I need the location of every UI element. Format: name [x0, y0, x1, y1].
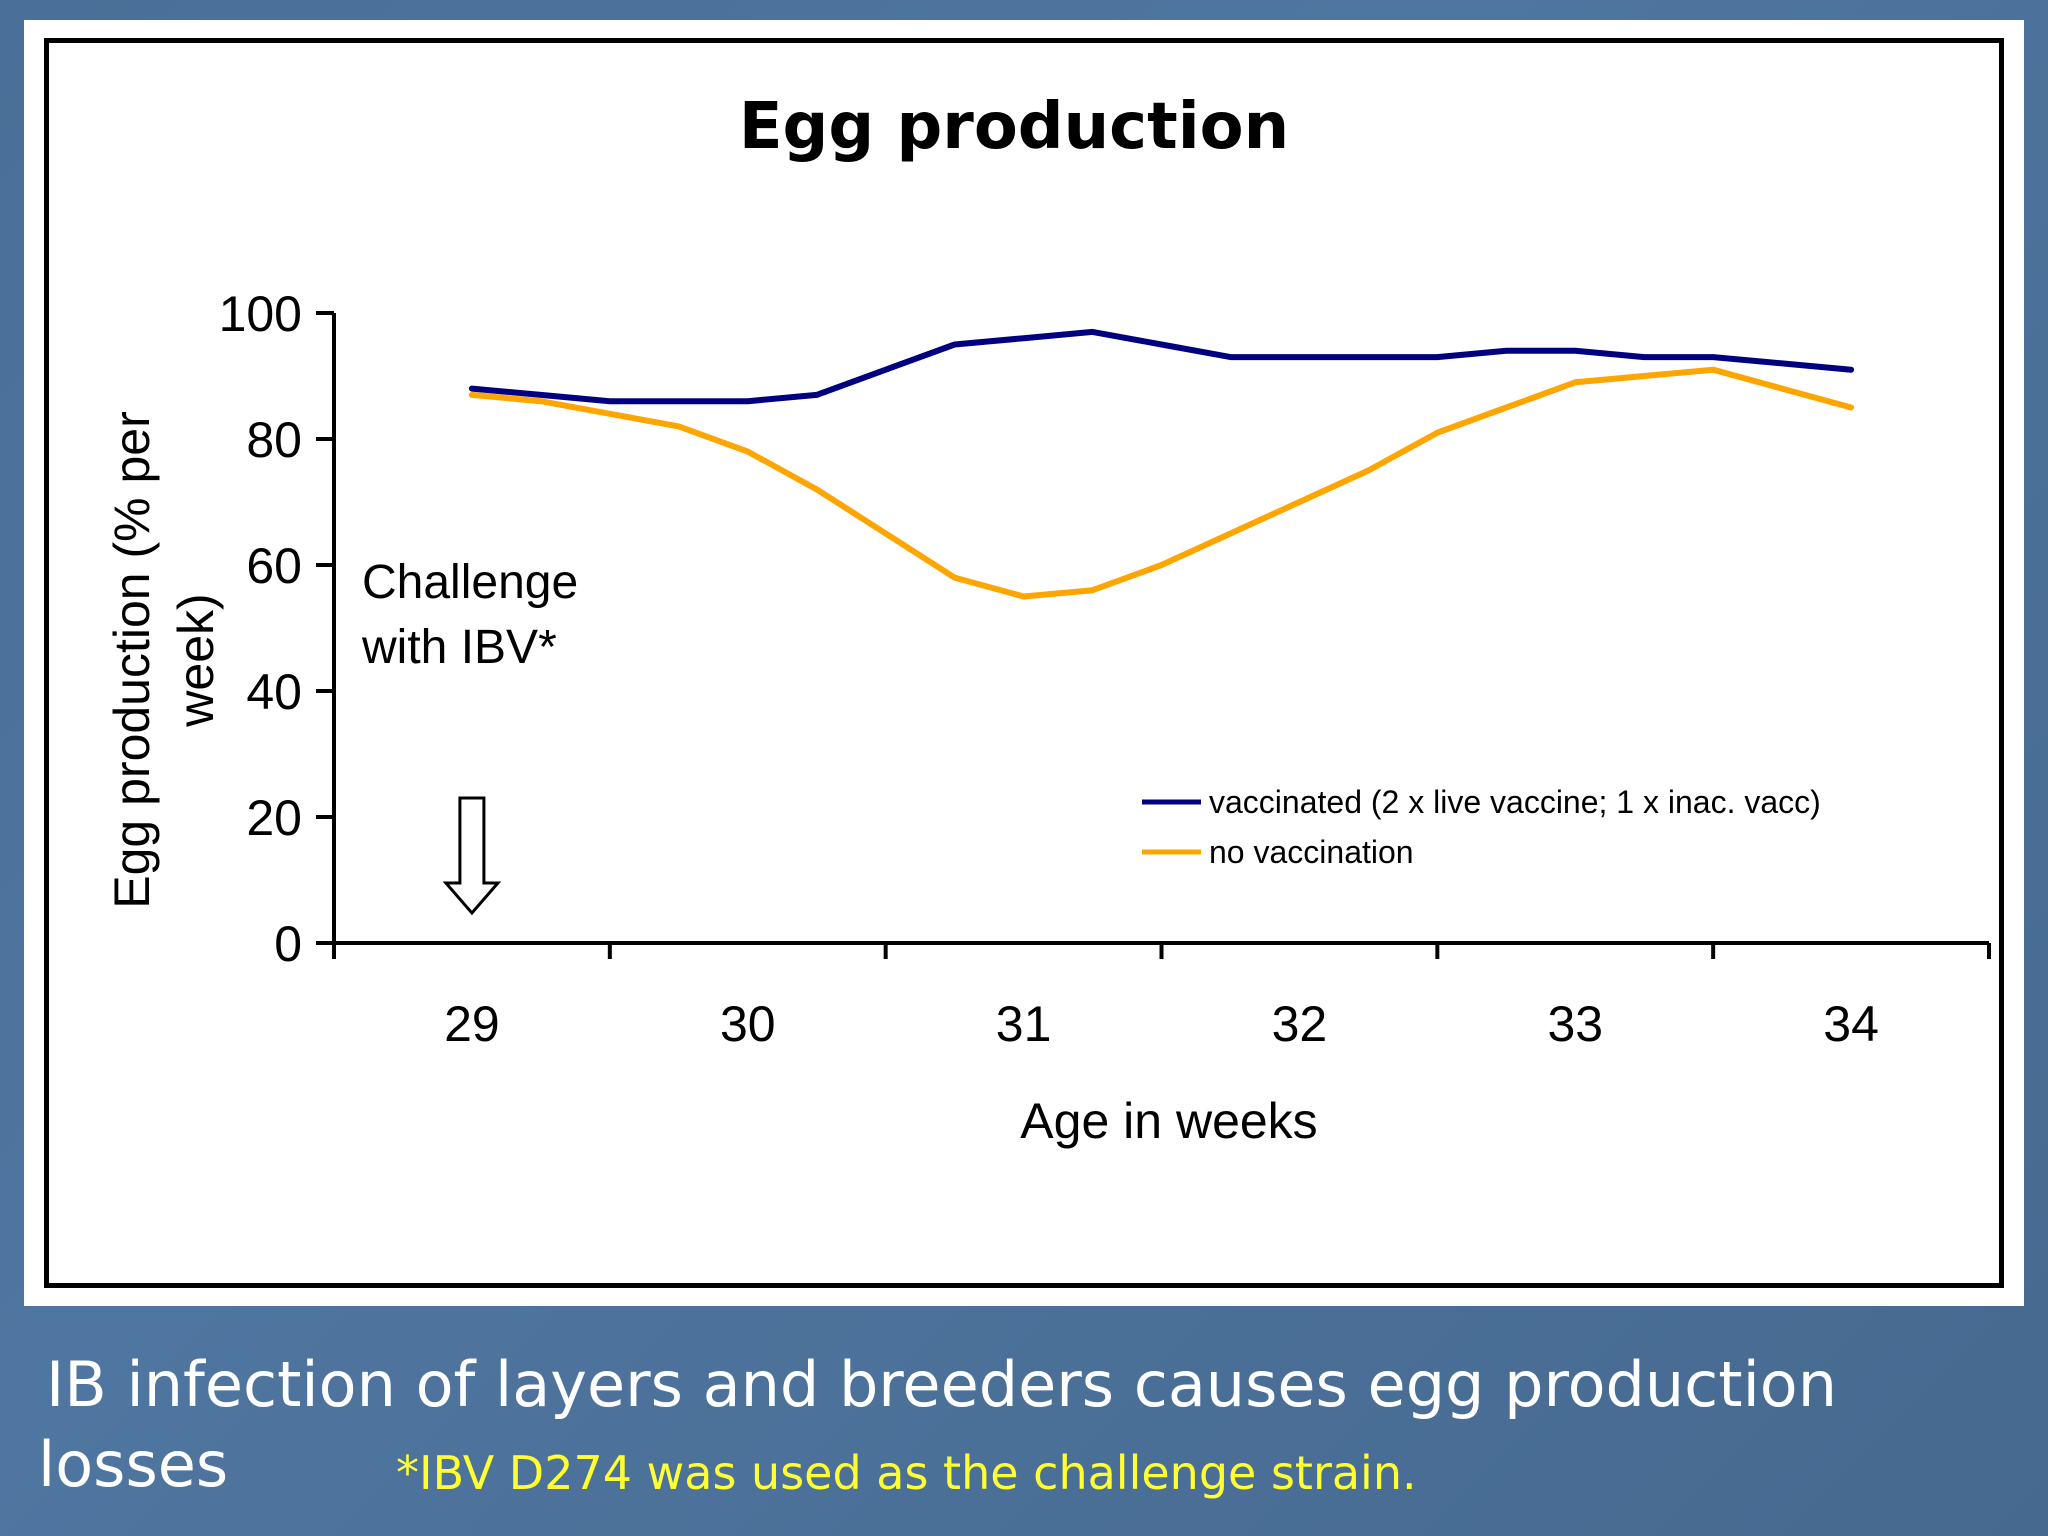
y-tick-label: 0 [274, 916, 302, 972]
caption-line2: losses [38, 1428, 229, 1501]
y-tick-label: 100 [219, 286, 302, 342]
y-tick-label: 80 [246, 412, 302, 468]
y-tick-label: 20 [246, 790, 302, 846]
y-axis-label-line1: Egg production (% per [104, 411, 160, 909]
y-tick-label: 60 [246, 538, 302, 594]
x-axis-label: Age in weeks [1020, 1093, 1317, 1149]
y-axis-label: Egg production (% per week) [104, 411, 224, 909]
y-ticks: 0 20 40 60 80 100 [219, 286, 334, 972]
series-line-vaccinated [468, 328, 1855, 405]
x-tick-label: 33 [1547, 996, 1603, 1052]
y-axis-label-line2: week) [168, 593, 224, 727]
annotation-line2: with IBV* [361, 621, 557, 674]
legend: vaccinated (2 x live vaccine; 1 x inac. … [1142, 784, 1821, 870]
x-tick-label: 29 [444, 996, 500, 1052]
egg-production-chart: Egg production Egg production (% per wee… [104, 90, 1991, 1149]
footnote: *IBV D274 was used as the challenge stra… [396, 1446, 1417, 1500]
challenge-annotation: Challenge with IBV* [361, 556, 578, 916]
slide-caption: IB infection of layers and breeders caus… [38, 1345, 1946, 1505]
x-ticks: 29 30 31 32 33 34 [332, 943, 1991, 1052]
x-tick-label: 31 [996, 996, 1052, 1052]
legend-label-no-vaccination: no vaccination [1209, 834, 1414, 870]
caption-line1: IB infection of layers and breeders caus… [46, 1348, 1838, 1421]
x-tick-label: 32 [1272, 996, 1328, 1052]
chart-frame: Egg production Egg production (% per wee… [24, 20, 2024, 1306]
x-tick-label: 30 [720, 996, 776, 1052]
chart-title: Egg production [739, 90, 1289, 164]
chart-box: Egg production Egg production (% per wee… [44, 38, 2004, 1288]
y-tick-label: 40 [246, 664, 302, 720]
x-tick-label: 34 [1823, 996, 1879, 1052]
annotation-line1: Challenge [362, 556, 578, 609]
legend-label-vaccinated: vaccinated (2 x live vaccine; 1 x inac. … [1209, 784, 1821, 820]
down-arrow-icon [442, 796, 502, 916]
series-lines [468, 328, 1855, 600]
